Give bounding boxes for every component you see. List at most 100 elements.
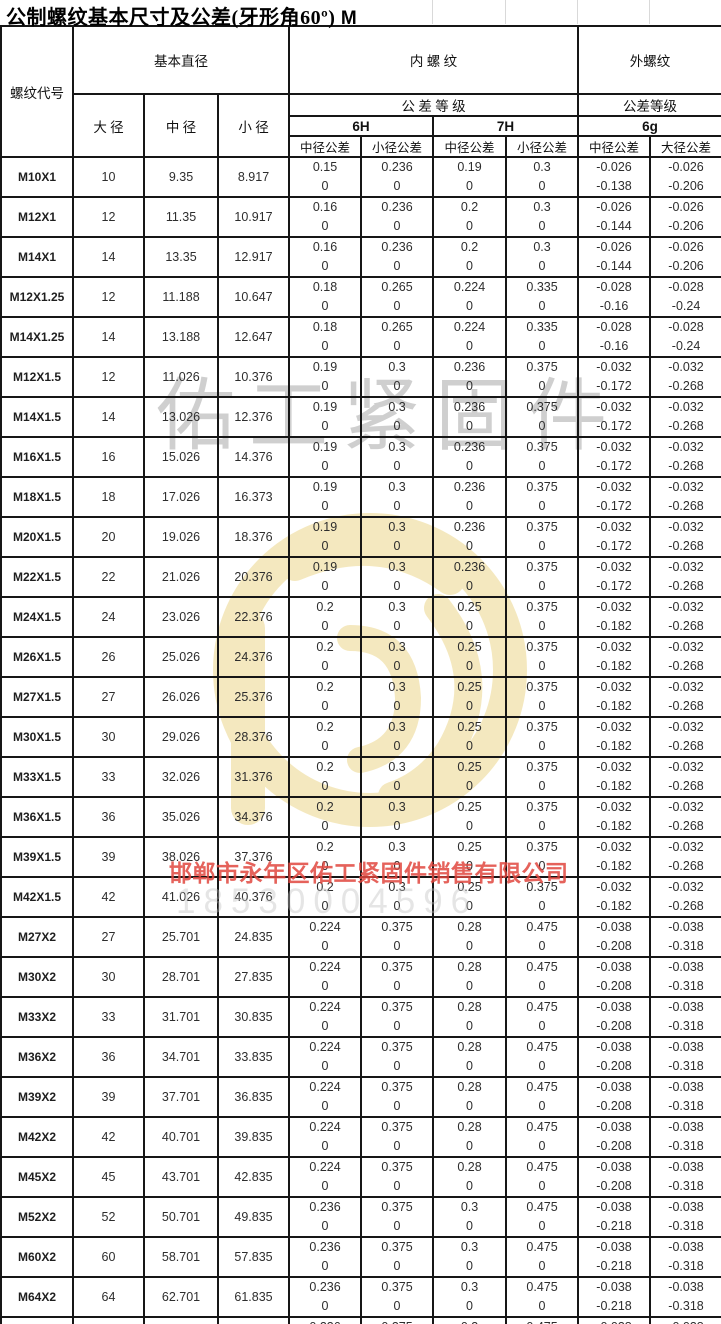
tolerance-line: 0.224: [309, 1120, 341, 1134]
tolerance-cell: -0.032 -0.182: [577, 716, 652, 758]
tolerance-line: 0: [321, 1179, 329, 1193]
tolerance-line: 0: [321, 699, 329, 713]
tolerance-line: 0.224: [309, 960, 341, 974]
tolerance-line: 0.236: [381, 160, 413, 174]
diameter-cell: 12: [72, 196, 145, 238]
tolerance-line: -0.268: [668, 579, 704, 593]
tolerance-line: 0.375: [526, 560, 558, 574]
tolerance-line: 0: [393, 899, 401, 913]
tolerance-line: 0: [393, 1059, 401, 1073]
tolerance-line: -0.026: [596, 240, 632, 254]
tolerance-cell: -0.032 -0.172: [577, 436, 652, 478]
tolerance-cell: -0.038 -0.318: [649, 1036, 721, 1078]
tolerance-line: 0: [321, 1099, 329, 1113]
diameter-cell: 14: [72, 316, 145, 358]
diameter-cell: 14.376: [216, 436, 291, 478]
tolerance-line: 0: [321, 1259, 329, 1273]
tolerance-cell: 0.224 0: [288, 916, 363, 958]
diameter-cell: 17.026: [143, 476, 219, 518]
tolerance-line: 0.375: [526, 440, 558, 454]
table-row: M42X1.5 42 41.026 40.376 0.2 0 0.3 0 0.25 0 0.375 0…: [0, 876, 721, 918]
tolerance-cell: 0.236 0: [360, 236, 435, 278]
tolerance-line: 0.224: [309, 920, 341, 934]
tolerance-line: 0.224: [309, 1080, 341, 1094]
diameter-cell: 15.026: [143, 436, 219, 478]
diameter-cell: 37.701: [143, 1076, 219, 1118]
tolerance-line: 0: [393, 259, 401, 273]
tolerance-cell: 0.25 0: [432, 636, 508, 678]
tolerance-line: -0.218: [596, 1219, 632, 1233]
tolerance-line: 0: [538, 419, 546, 433]
tolerance-line: 0: [321, 259, 329, 273]
tolerance-line: 0: [393, 819, 401, 833]
tolerance-line: 0.28: [457, 1120, 482, 1134]
tolerance-line: 0.19: [312, 480, 338, 494]
tolerance-line: -0.038: [668, 960, 704, 974]
tolerance-line: 0.3: [388, 520, 406, 534]
header-minor-dia: 小 径: [216, 93, 291, 158]
tolerance-line: -0.038: [668, 1040, 704, 1054]
tolerance-line: 0.236: [453, 520, 486, 534]
tolerance-cell: -0.032 -0.182: [577, 676, 652, 718]
tolerance-line: 0.236: [453, 560, 486, 574]
tolerance-line: 0: [393, 1259, 401, 1273]
thread-code-cell: M14X1.5: [0, 396, 74, 438]
tolerance-cell: 0.475 0: [505, 1076, 580, 1118]
tolerance-line: -0.144: [596, 259, 632, 273]
thread-code-cell: M33X1.5: [0, 756, 74, 798]
tolerance-line: 0: [393, 1019, 401, 1033]
tolerance-cell: -0.032 -0.268: [649, 756, 721, 798]
tolerance-line: -0.218: [596, 1259, 632, 1273]
tolerance-line: 0.224: [309, 1000, 341, 1014]
tolerance-cell: 0.375 0: [505, 436, 580, 478]
tolerance-line: 0: [538, 459, 546, 473]
diameter-cell: 62.701: [143, 1276, 219, 1318]
tolerance-line: -0.268: [668, 379, 704, 393]
tolerance-line: 0.236: [453, 400, 486, 414]
tolerance-cell: 0.19 0: [288, 356, 363, 398]
tolerance-line: 0.375: [381, 1000, 413, 1014]
diameter-cell: 33: [72, 996, 145, 1038]
tolerance-line: 0: [393, 1179, 401, 1193]
table-row: M27X1.5 27 26.026 25.376 0.2 0 0.3 0 0.25 0 0.375 0…: [0, 676, 721, 718]
tolerance-line: -0.032: [596, 720, 632, 734]
tolerance-line: 0: [466, 1019, 473, 1033]
tolerance-line: 0.236: [453, 360, 486, 374]
diameter-cell: 31.376: [216, 756, 291, 798]
tolerance-line: -0.032: [668, 520, 704, 534]
diameter-cell: 26.026: [143, 676, 219, 718]
tolerance-line: 0: [321, 939, 329, 953]
diameter-cell: 16.373: [216, 476, 291, 518]
diameter-cell: 42.835: [216, 1156, 291, 1198]
spreadsheet-gridline: [432, 0, 433, 24]
tolerance-cell: 0.19 0: [288, 396, 363, 438]
table-row: M36X2 36 34.701 33.835 0.224 0 0.375 0 0.28 0 0.47…: [0, 1036, 721, 1078]
tolerance-line: 0: [393, 739, 401, 753]
tolerance-line: 0.375: [381, 1040, 413, 1054]
tolerance-line: -0.16: [599, 339, 629, 353]
tolerance-line: 0: [538, 1099, 546, 1113]
tolerance-cell: 0.236 0: [432, 356, 508, 398]
tolerance-line: -0.032: [596, 880, 632, 894]
table-row: M45X2 45 43.701 42.835 0.224 0 0.375 0 0.28 0 0.47…: [0, 1156, 721, 1198]
tolerance-line: 0.375: [381, 960, 413, 974]
tolerance-line: 0.25: [457, 840, 482, 854]
tolerance-line: -0.206: [668, 219, 704, 233]
diameter-cell: 30: [72, 716, 145, 758]
table-row: M60X2 60 58.701 57.835 0.236 0 0.375 0 0.3 0 0.475…: [0, 1236, 721, 1278]
tolerance-line: 0: [393, 379, 401, 393]
tolerance-line: 0: [538, 699, 546, 713]
tolerance-line: 0.28: [457, 1000, 482, 1014]
diameter-cell: 24.376: [216, 636, 291, 678]
tolerance-line: 0: [321, 419, 329, 433]
diameter-cell: 29.026: [143, 716, 219, 758]
